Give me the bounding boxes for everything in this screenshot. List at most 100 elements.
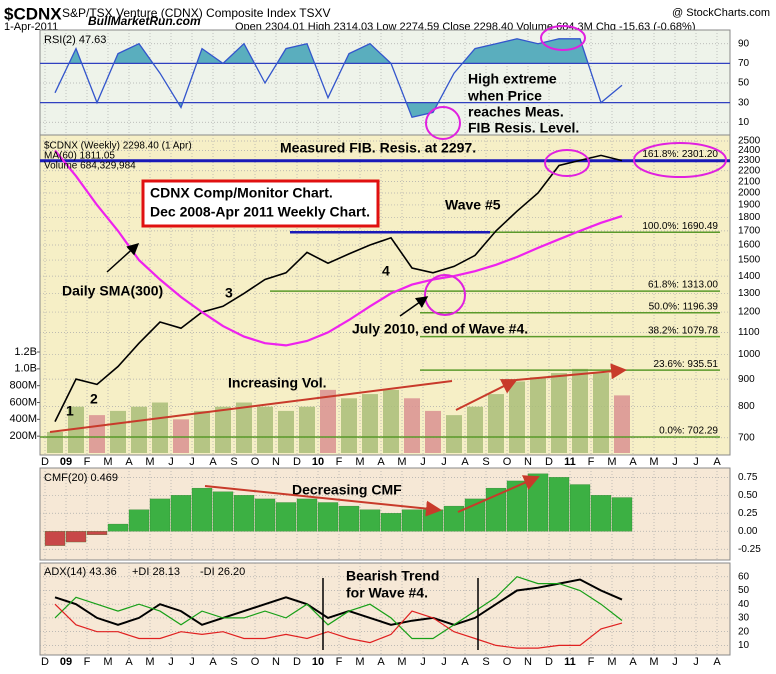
arrow [457,475,540,513]
x-tick-label: J [693,456,699,468]
x-tick-label: A [461,456,469,468]
x-tick-label: M [145,456,154,468]
legend-entry: -DI 26.20 [200,566,245,578]
x-tick-label: M [649,456,658,468]
volume-bar [341,398,357,453]
cmf-bar [275,502,297,532]
overlay [49,25,727,650]
x-tick-label: M [397,456,406,468]
annotation: Measured FIB. Resis. at 2297. [280,140,476,156]
arrow [204,485,442,517]
x-tick-label: S [482,656,489,668]
volume-bar [530,377,546,453]
y-tick-label: 1200 [738,307,761,318]
y-tick-label: 2300 [738,155,761,166]
y-tick-label: 1800 [738,212,761,223]
y-tick-label: 1500 [738,255,761,266]
x-tick-label: M [103,656,112,668]
volume-bar [131,406,147,453]
volume-bar [404,398,420,453]
y-tick-label: 30 [738,97,750,108]
x-tick-label: J [420,656,426,668]
cmf-bar [107,523,129,532]
fib-label: 38.2%: 1079.78 [648,325,718,336]
rsi-extreme-area [68,38,589,64]
x-tick-label: N [272,456,280,468]
annotation: reaches Meas. [468,104,564,120]
x-tick-label: J [672,656,678,668]
x-tick-label: D [545,456,553,468]
x-tick-label: F [84,456,91,468]
cmf-bar [317,502,339,532]
y-tick-label: 30 [738,613,750,624]
volume-bar [593,373,609,453]
volume-bar [320,389,336,453]
cmf-bar [128,509,150,532]
cmf-bar [44,531,66,546]
y-tick-label: 2100 [738,176,761,187]
cmf-bar [212,491,234,532]
annotation: Dec 2008-Apr 2011 Weekly Chart. [150,204,370,220]
x-tick-label: M [607,656,616,668]
volume-bar [446,415,462,453]
indicator-line [54,576,623,640]
y-tick-label: 70 [738,58,750,69]
volume-bar [215,406,231,453]
x-tick-label: S [230,656,237,668]
x-tick-label: J [441,656,447,668]
fib-label: 100.0%: 1690.49 [642,221,718,232]
cmf-bar [611,497,633,532]
volume-bar [362,394,378,453]
y-tick-label: 2500 [738,136,761,147]
annotation: July 2010, end of Wave #4. [352,321,528,337]
x-tick-label: O [503,656,512,668]
cmf-bar [590,495,612,532]
x-tick-label: A [377,456,385,468]
legend-title: RSI(2) 47.63 [44,34,106,46]
cmf-bar [86,531,108,535]
volume-bar [89,415,105,453]
arrow [455,379,518,411]
y2-tick-label: 1.2B [14,346,37,358]
annotation: FIB Resis. Level. [468,120,579,136]
cmf-bar [296,498,318,532]
fib-label: 50.0%: 1196.39 [649,301,719,312]
x-tick-label: J [672,456,678,468]
x-tick-label: F [588,456,595,468]
y-tick-label: 1600 [738,240,761,251]
x-tick-label: 11 [564,456,576,468]
highlight [633,142,727,178]
annotation: 4 [382,263,390,279]
x-tick-label: A [209,656,217,668]
x-tick-label: D [293,656,301,668]
y-tick-label: 1000 [738,349,761,360]
source: @ StockCharts.com [672,7,770,19]
x-tick-label: J [441,456,447,468]
y-tick-label: 1400 [738,271,761,282]
x-tick-label: J [189,456,195,468]
x-tick-label: A [125,456,133,468]
x-tick-label: S [482,456,489,468]
indicator-line [54,603,623,649]
y-tick-label: 60 [738,571,750,582]
annotation-box [141,179,380,228]
legend-entry: Volume 684,329,984 [44,161,136,172]
highlight [425,106,461,140]
legend-entry: ADX(14) 43.36 [44,566,117,578]
y-tick-label: 1900 [738,200,761,211]
x-tick-label: J [693,656,699,668]
y-tick-label: 700 [738,432,755,443]
x-tick-label: F [336,656,343,668]
volume-bar [509,381,525,453]
y-tick-label: 900 [738,374,755,385]
volume-bar [572,368,588,453]
x-tick-label: D [545,656,553,668]
y-tick-label: 1100 [738,327,760,338]
x-tick-label: N [524,456,532,468]
cmf-bar [527,473,549,532]
volume-bar [299,406,315,453]
cmf-bar [254,498,276,532]
y2-tick-label: 600M [9,396,37,408]
x-tick-label: A [713,456,721,468]
